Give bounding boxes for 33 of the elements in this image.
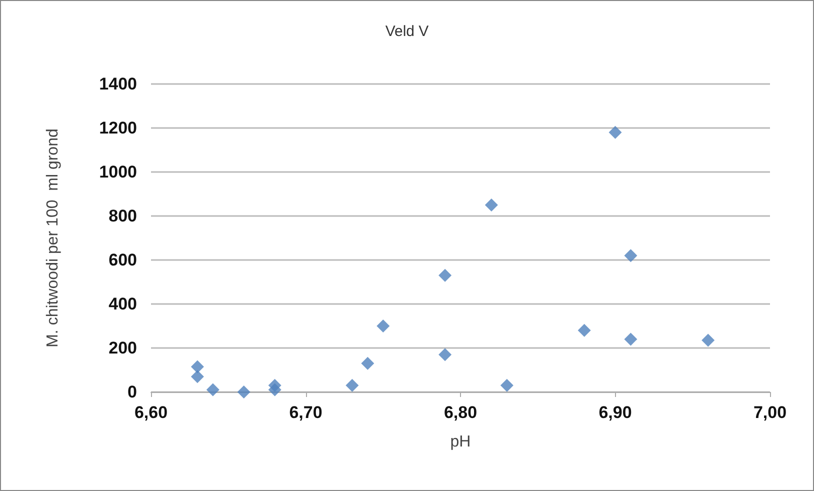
y-tick-label: 1400 [99,74,137,94]
point [361,356,374,370]
point [268,383,282,396]
point [376,320,390,332]
point [608,126,622,139]
x-axis-title: pH [450,434,471,450]
y-tick-label: 800 [108,206,137,226]
point [578,324,591,337]
y-tick-label: 200 [108,338,137,358]
point [190,370,204,384]
y-tick-label: 600 [108,250,137,270]
point [484,198,498,212]
point [206,383,220,396]
y-tick-label: 0 [128,382,137,402]
point [190,360,204,374]
point [438,348,452,362]
y-axis-title: M. chitwoodi per 100 ml grond [44,128,62,348]
x-tick-label: 6,60 [134,403,168,422]
point [438,268,452,282]
y-tick-label: 400 [108,294,137,314]
x-tick-label: 7,00 [753,403,787,422]
point [237,386,250,398]
point [702,334,715,347]
x-tick-label: 6,70 [289,403,322,422]
point [624,332,638,346]
chart-title: Veld V [385,23,429,40]
point [500,378,514,392]
y-tick-label: 1000 [99,162,137,182]
x-tick-label: 6,90 [598,403,632,422]
x-tick-label: 6,80 [444,403,478,422]
point [624,249,638,262]
point [346,378,359,392]
y-tick-label: 1200 [99,118,137,138]
